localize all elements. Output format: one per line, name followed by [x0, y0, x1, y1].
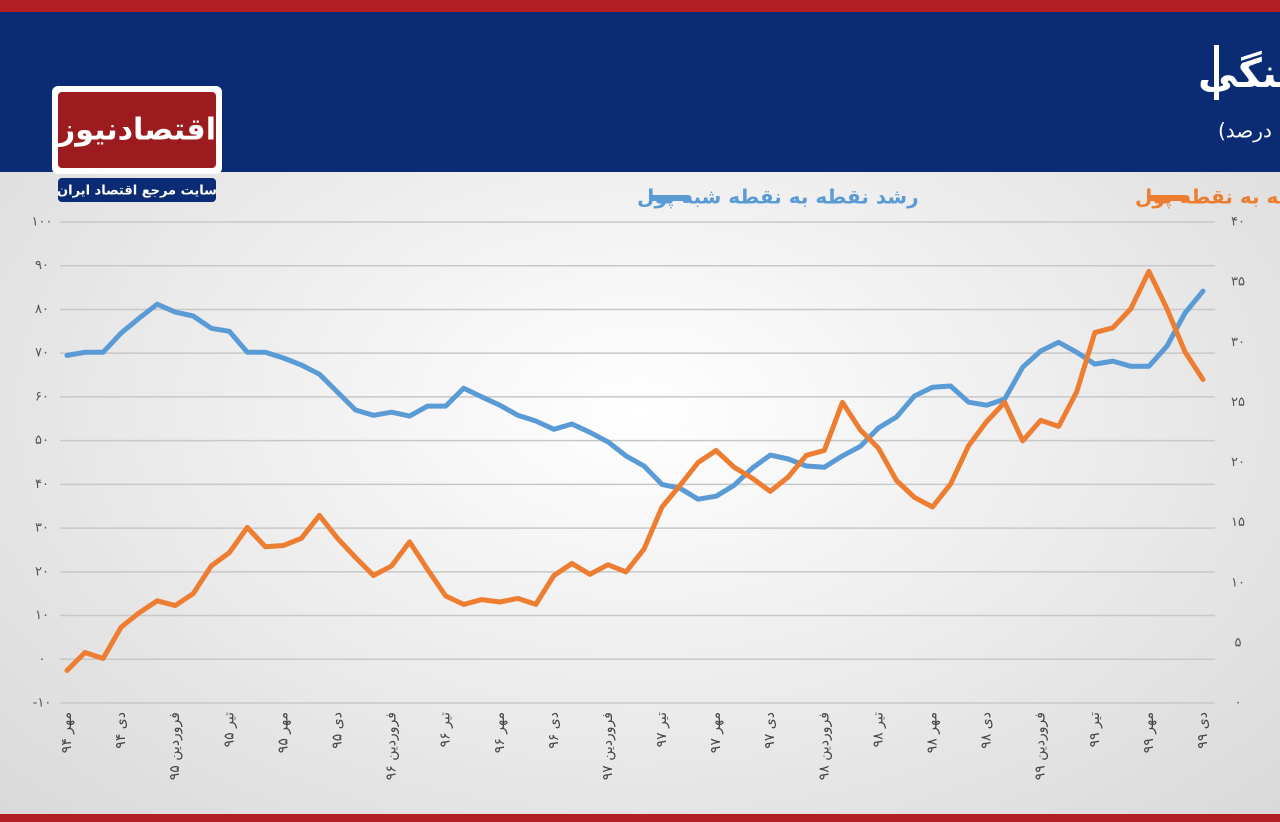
x-tick-label: مهر ۹۸ — [925, 712, 941, 753]
x-tick-label: فروردین ۹۸ — [816, 712, 832, 780]
x-tick-label: مهر ۹۷ — [708, 712, 724, 753]
y-tick-label: ۴۰ — [35, 477, 49, 492]
title-bar — [1214, 45, 1219, 100]
y2-tick-label: ۵ — [1235, 635, 1242, 650]
y-tick-label: ۲۰ — [35, 564, 49, 579]
chart-title: رشد نقطه به نقطه متغیرهای نقدینگی — [1198, 50, 1280, 97]
logo-box — [58, 92, 216, 168]
y2-tick-label: ۱۰ — [1231, 575, 1245, 590]
logo-name: اقتصادنیوز — [56, 113, 216, 148]
y2-tick-label: ۱۵ — [1231, 515, 1245, 530]
y-tick-label: ۹۰ — [35, 258, 49, 273]
x-tick-label: دی ۹۴ — [113, 712, 129, 749]
x-tick-label: فروردین ۹۶ — [384, 712, 400, 780]
x-tick-label: دی ۹۷ — [762, 712, 778, 749]
legend-label: رشد نقطه به نقطه پول — [1135, 185, 1280, 210]
x-tick-label: تیر ۹۶ — [438, 712, 454, 747]
y-tick-label: ۰ — [39, 652, 46, 667]
y2-tick-label: ۲۵ — [1231, 395, 1245, 410]
y-tick-label: -۱۰ — [33, 696, 52, 711]
top-band — [0, 0, 1280, 12]
x-tick-label: مهر ۹۶ — [492, 712, 508, 753]
x-tick-label: تیر ۹۵ — [221, 712, 237, 747]
x-tick-label: مهر ۹۵ — [275, 712, 291, 753]
series-line — [64, 288, 1206, 502]
plot — [64, 268, 1206, 673]
legend-label: رشد نقطه به نقطه شبه پول — [637, 185, 919, 210]
x-tick-label: دی ۹۹ — [1195, 712, 1211, 749]
y-tick-label: ۱۰۰ — [32, 215, 53, 230]
x-tick-label: تیر ۹۸ — [870, 712, 886, 747]
x-tick-label: مهر ۹۴ — [59, 712, 75, 753]
y2-tick-label: ۳۵ — [1231, 275, 1245, 290]
x-tick-label: فروردین ۹۵ — [167, 712, 183, 780]
y-tick-label: ۳۰ — [35, 521, 49, 536]
x-tick-label: فروردین ۹۷ — [600, 712, 616, 780]
x-tick-label: تیر ۹۹ — [1087, 712, 1103, 747]
y2-tick-label: ۴۰ — [1231, 215, 1245, 230]
y2-tick-label: ۳۰ — [1231, 335, 1245, 350]
y-tick-label: ۱۰ — [35, 608, 49, 623]
y2-tick-label: ۲۰ — [1231, 455, 1245, 470]
logo-tagline: سایت مرجع اقتصاد ایران — [57, 184, 217, 199]
x-tick-label: فروردین ۹۹ — [1033, 712, 1049, 780]
y-tick-label: ۷۰ — [35, 346, 49, 361]
y2-tick-label: ۰ — [1235, 696, 1242, 711]
x-tick-label: دی ۹۵ — [329, 712, 345, 749]
chart-subtitle: (واحد: درصد) — [1218, 119, 1280, 143]
bottom-band — [0, 814, 1280, 822]
x-tick-label: دی ۹۶ — [546, 712, 562, 749]
x-tick-label: تیر ۹۷ — [654, 712, 670, 747]
y-tick-label: ۸۰ — [35, 302, 49, 317]
x-tick-label: دی ۹۸ — [979, 712, 995, 749]
logo-tagline-box — [58, 178, 216, 202]
y-tick-label: ۵۰ — [35, 433, 49, 448]
y-tick-label: ۶۰ — [35, 389, 49, 404]
series-line — [64, 268, 1206, 673]
x-tick-label: مهر ۹۹ — [1141, 712, 1157, 753]
